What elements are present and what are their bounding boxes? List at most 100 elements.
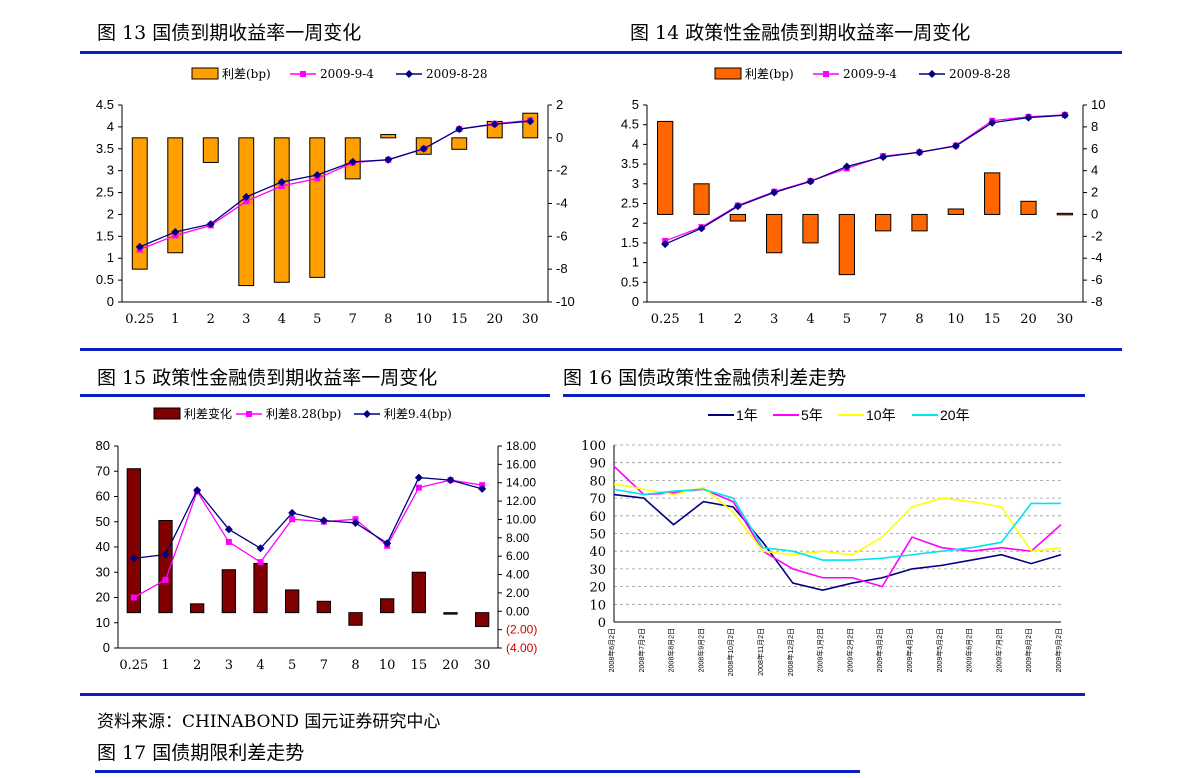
x-tick-label: 15	[984, 312, 1001, 327]
y-tick-label: 10	[589, 598, 606, 613]
y-tick-label: 40	[589, 545, 606, 560]
x-tick-label: 2008年11月2日	[756, 628, 765, 676]
left-tick-label: 60	[96, 489, 110, 504]
series-point	[257, 559, 264, 566]
bar	[875, 213, 892, 232]
left-tick-label: 30	[96, 564, 110, 579]
y-tick-label: 90	[589, 457, 606, 472]
x-tick-label: 0.25	[651, 312, 680, 327]
right-tick-label: -8	[556, 261, 568, 276]
legend-marker	[928, 70, 936, 78]
x-tick-label: 15	[411, 658, 428, 673]
y-tick-label: 50	[589, 528, 606, 543]
x-tick-label: 7	[349, 312, 357, 327]
series-point	[414, 473, 423, 482]
x-tick-label: 2009年8月2日	[1024, 628, 1033, 672]
series-point	[256, 544, 265, 553]
x-tick-label: 30	[474, 658, 491, 673]
right-tick-label: 0.00	[506, 604, 530, 618]
left-tick-label: 2.5	[621, 196, 639, 211]
x-tick-label: 2008年12月2日	[786, 628, 795, 676]
legend-label: 利差9.4(bp)	[384, 407, 452, 421]
right-tick-label: -8	[1091, 294, 1103, 309]
left-tick-label: 40	[96, 539, 110, 554]
legend-label: 2009-9-4	[843, 67, 897, 81]
x-tick-label: 2009年2月2日	[845, 628, 854, 672]
bar	[522, 112, 539, 139]
right-tick-label: 0	[1091, 206, 1098, 221]
series-point	[733, 202, 742, 211]
series-point	[162, 576, 169, 583]
series-line	[613, 493, 1062, 591]
x-tick-label: 30	[522, 312, 539, 327]
fig14-chart: 0 0.5 1 1.5 2 2.5 3 3.5 4 4.5 5 -8 -6 -4 -2 0 2 4 6 8 10 0.25…	[621, 67, 1106, 327]
series-point	[1024, 113, 1033, 122]
legend-bar-swatch	[714, 67, 742, 80]
x-tick-label: 15	[451, 312, 468, 327]
bar	[838, 213, 855, 276]
rule-bottom-1	[80, 693, 1085, 696]
right-tick-label: 2	[556, 97, 563, 112]
x-tick-label: 2008年10月2日	[726, 628, 735, 676]
legend-label: 利差(bp)	[222, 67, 271, 81]
bar	[729, 213, 746, 222]
y-tick-label: 0	[598, 616, 606, 631]
y-tick-label: 60	[589, 510, 606, 525]
bar	[380, 598, 395, 614]
rule-mid-2a	[80, 394, 550, 397]
x-tick-label: 8	[384, 312, 392, 327]
x-tick-label: 4	[278, 312, 286, 327]
series-point	[224, 525, 233, 534]
left-tick-label: 1	[632, 255, 639, 270]
legend-label: 20年	[940, 407, 970, 423]
bar	[190, 603, 205, 614]
bar	[253, 562, 268, 614]
right-tick-label: -6	[556, 228, 568, 243]
series-line	[613, 488, 1061, 561]
fig16-chart: 0 10 20 30 40 50 60 70 80 90 100 2008年6月2日 2008年7月2日…	[581, 407, 1063, 676]
right-tick-label: 2	[1091, 185, 1098, 200]
legend-label: 5年	[801, 407, 823, 423]
bar	[167, 137, 184, 254]
series-line	[664, 114, 1065, 245]
x-tick-label: 1	[697, 312, 705, 327]
right-tick-label: 6.00	[506, 549, 530, 563]
right-tick-label: -6	[1091, 272, 1103, 287]
x-tick-label: 7	[320, 658, 328, 673]
legend-marker	[363, 410, 371, 418]
series-line	[139, 119, 531, 251]
bar	[202, 137, 219, 163]
x-tick-label: 10	[379, 658, 396, 673]
x-tick-label: 2	[193, 658, 201, 673]
legend-label: 利差变化	[184, 406, 232, 421]
legend-label: 利差(bp)	[745, 67, 794, 81]
left-tick-label: 1.5	[621, 235, 639, 250]
x-tick-label: 2009年6月2日	[965, 628, 974, 672]
bar	[221, 569, 236, 614]
series-point	[289, 516, 296, 523]
rule-mid-1	[80, 348, 1122, 351]
fig13-chart: 0 0.5 1 1.5 2 2.5 3 3.5 4 4.5 -10 -8 -6 -4 -2 0 2 0.25 1 2 3…	[96, 67, 575, 327]
right-tick-label: 8.00	[506, 531, 530, 545]
series-point	[384, 155, 393, 164]
series-point	[697, 224, 706, 233]
right-tick-label: -2	[1091, 228, 1103, 243]
series-point	[351, 519, 360, 528]
left-tick-label: 0	[107, 294, 114, 309]
right-tick-label: -2	[556, 163, 568, 178]
fig15-title: 图 15 政策性金融债到期收益率一周变化	[97, 367, 438, 389]
bar	[451, 137, 468, 150]
bar	[657, 120, 674, 215]
right-tick-label: 18.00	[506, 439, 536, 453]
x-tick-label: 5	[288, 658, 296, 673]
fig14-title: 图 14 政策性金融债到期收益率一周变化	[630, 22, 971, 44]
right-tick-label: 6	[1091, 141, 1098, 156]
x-tick-label: 2008年6月2日	[607, 628, 616, 672]
left-tick-label: 2	[107, 206, 114, 221]
bar	[126, 468, 141, 614]
bar	[238, 137, 255, 287]
series-point	[1060, 111, 1069, 120]
y-tick-label: 100	[581, 439, 606, 454]
bar	[316, 600, 331, 614]
x-tick-label: 30	[1057, 312, 1074, 327]
